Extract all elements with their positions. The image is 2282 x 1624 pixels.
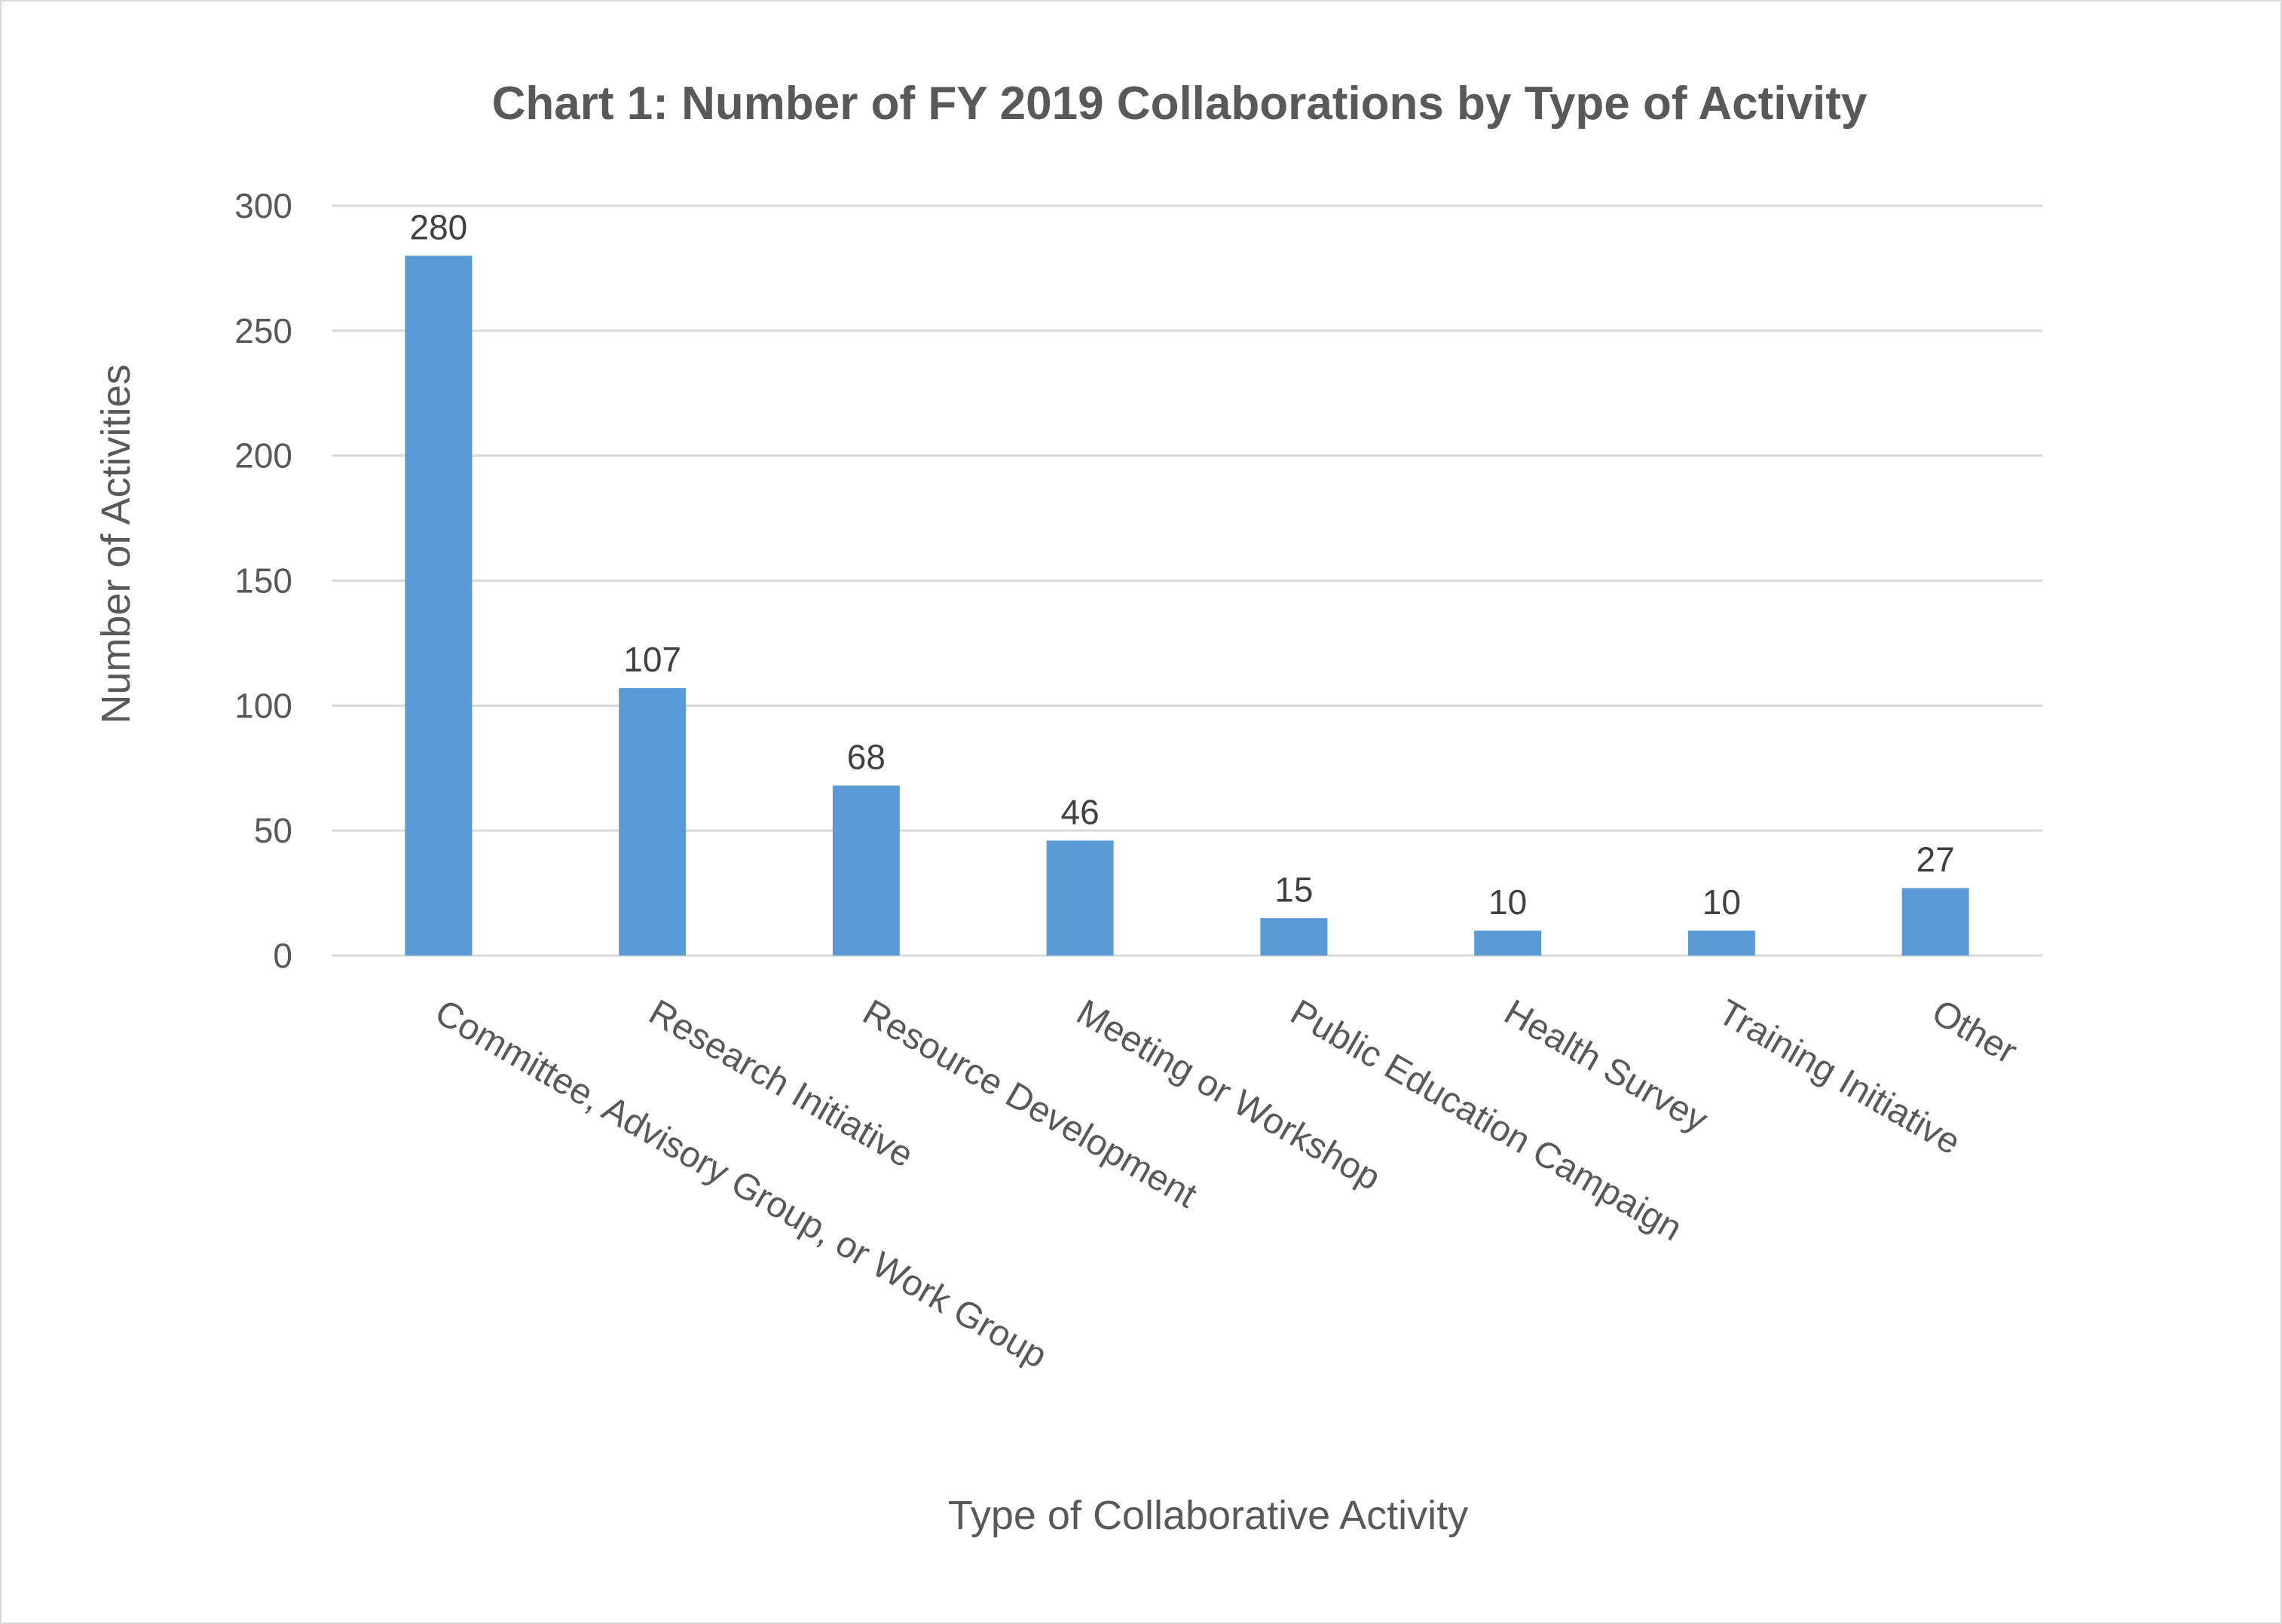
bar [619, 688, 687, 956]
bar [405, 255, 473, 956]
category-label: Training Initiative [1712, 992, 1967, 1163]
y-tick-label: 250 [234, 311, 292, 350]
bars [405, 255, 1969, 956]
data-label: 46 [1061, 792, 1100, 831]
category-label: Health Survey [1497, 992, 1715, 1141]
bar [1260, 918, 1328, 956]
bar [1474, 930, 1542, 956]
y-tick-label: 300 [234, 186, 292, 225]
y-axis-label: Number of Activities [93, 364, 139, 723]
chart-title: Chart 1: Number of FY 2019 Collaboration… [492, 78, 1868, 130]
data-label: 10 [1488, 882, 1527, 922]
category-label: Resource Development [856, 992, 1204, 1216]
y-axis-ticks: 0 50 100 150 200 250 300 [234, 186, 292, 975]
data-label: 15 [1274, 870, 1313, 909]
x-axis-label: Type of Collaborative Activity [948, 1493, 1468, 1538]
y-tick-label: 150 [234, 561, 292, 601]
category-label: Other [1926, 992, 2024, 1072]
category-labels: Committee, Advisory Group, or Work Group… [428, 992, 2024, 1377]
y-tick-label: 100 [234, 686, 292, 725]
gridlines [332, 204, 2042, 957]
y-tick-label: 50 [254, 811, 292, 850]
data-label: 107 [623, 640, 681, 679]
y-tick-label: 200 [234, 436, 292, 476]
data-label: 27 [1916, 840, 1955, 879]
data-label: 280 [410, 207, 468, 246]
category-label: Public Education Campaign [1283, 992, 1688, 1249]
bar [832, 785, 900, 956]
data-label: 68 [847, 737, 886, 776]
bar [1901, 888, 1969, 956]
data-labels: 280 107 68 46 15 10 10 27 [410, 207, 1955, 922]
bar [1046, 840, 1114, 956]
bar [1687, 930, 1755, 956]
y-tick-label: 0 [273, 936, 292, 975]
data-label: 10 [1702, 882, 1741, 922]
